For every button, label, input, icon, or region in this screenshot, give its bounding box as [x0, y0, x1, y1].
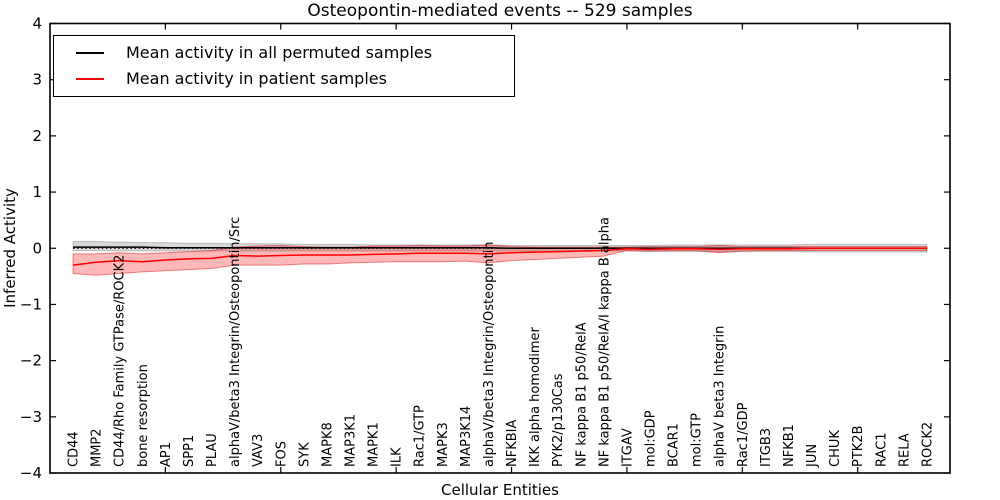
category-label: ILK: [390, 447, 405, 467]
category-label: mol:GTP: [690, 413, 705, 467]
svg-text:1: 1: [32, 183, 42, 201]
category-label: alphaV/beta3 Integrin/Osteopontin/Src: [228, 217, 243, 467]
category-label: SYK: [297, 442, 312, 467]
category-label: alphaV beta3 Integrin: [713, 326, 728, 467]
category-label: CD44: [67, 431, 82, 467]
category-label: AP1: [159, 442, 174, 467]
category-label: PYK2/p130Cas: [551, 373, 566, 467]
category-label: ITGB3: [759, 428, 774, 467]
category-label: MAPK3: [436, 422, 451, 467]
category-label: MAP3K1: [344, 414, 359, 467]
svg-text:−3: −3: [20, 408, 42, 426]
category-label: CD44/Rho Family GTPase/ROCK2: [113, 255, 128, 467]
category-label: ITGAV: [620, 428, 635, 467]
category-label: NFKBIA: [505, 420, 520, 467]
category-label: NF kappa B1 p50/RelA/I kappa B alpha: [597, 217, 612, 467]
category-label: ROCK2: [920, 422, 935, 467]
category-label: NFKB1: [782, 424, 797, 467]
svg-text:4: 4: [32, 15, 42, 33]
category-label: IKK alpha homodimer: [528, 326, 543, 467]
legend-label-patient: Mean activity in patient samples: [126, 68, 387, 88]
category-label: mol:GDP: [644, 410, 659, 467]
legend-item-patient: Mean activity in patient samples: [76, 68, 514, 88]
svg-text:−2: −2: [20, 352, 42, 370]
legend: Mean activity in all permuted samples Me…: [53, 35, 515, 97]
legend-line-permuted-icon: [76, 52, 104, 55]
category-label: CHUK: [828, 430, 843, 467]
category-label: PTK2B: [851, 426, 866, 468]
category-label: RAC1: [874, 432, 889, 467]
svg-text:2: 2: [32, 127, 42, 145]
category-label: Rac1/GTP: [413, 405, 428, 467]
svg-text:−4: −4: [20, 464, 42, 482]
category-label: NF kappa B1 p50/RelA: [574, 322, 589, 467]
legend-label-permuted: Mean activity in all permuted samples: [126, 43, 433, 63]
category-label: SPP1: [182, 435, 197, 467]
category-label: MMP2: [90, 428, 105, 467]
category-label: RELA: [897, 433, 912, 467]
category-label: Rac1/GDP: [736, 402, 751, 467]
chart-title: Osteopontin-mediated events -- 529 sampl…: [307, 1, 693, 21]
category-label: JUN: [805, 444, 820, 468]
category-label: alphaV/beta3 Integrin/Osteopontin: [482, 242, 497, 467]
category-label: BCAR1: [667, 423, 682, 467]
legend-line-patient-icon: [76, 77, 104, 80]
category-label: MAPK1: [367, 422, 382, 467]
category-label: PLAU: [205, 433, 220, 467]
category-label: MAP3K14: [459, 406, 474, 467]
category-label: MAPK8: [320, 422, 335, 467]
svg-text:−1: −1: [20, 295, 42, 313]
svg-text:3: 3: [32, 71, 42, 89]
x-axis-label: Cellular Entities: [441, 481, 559, 499]
category-label: FOS: [274, 441, 289, 467]
svg-text:0: 0: [32, 239, 42, 257]
legend-item-permuted: Mean activity in all permuted samples: [76, 45, 514, 61]
category-label: VAV3: [251, 434, 266, 467]
category-label: bone resorption: [136, 364, 151, 467]
